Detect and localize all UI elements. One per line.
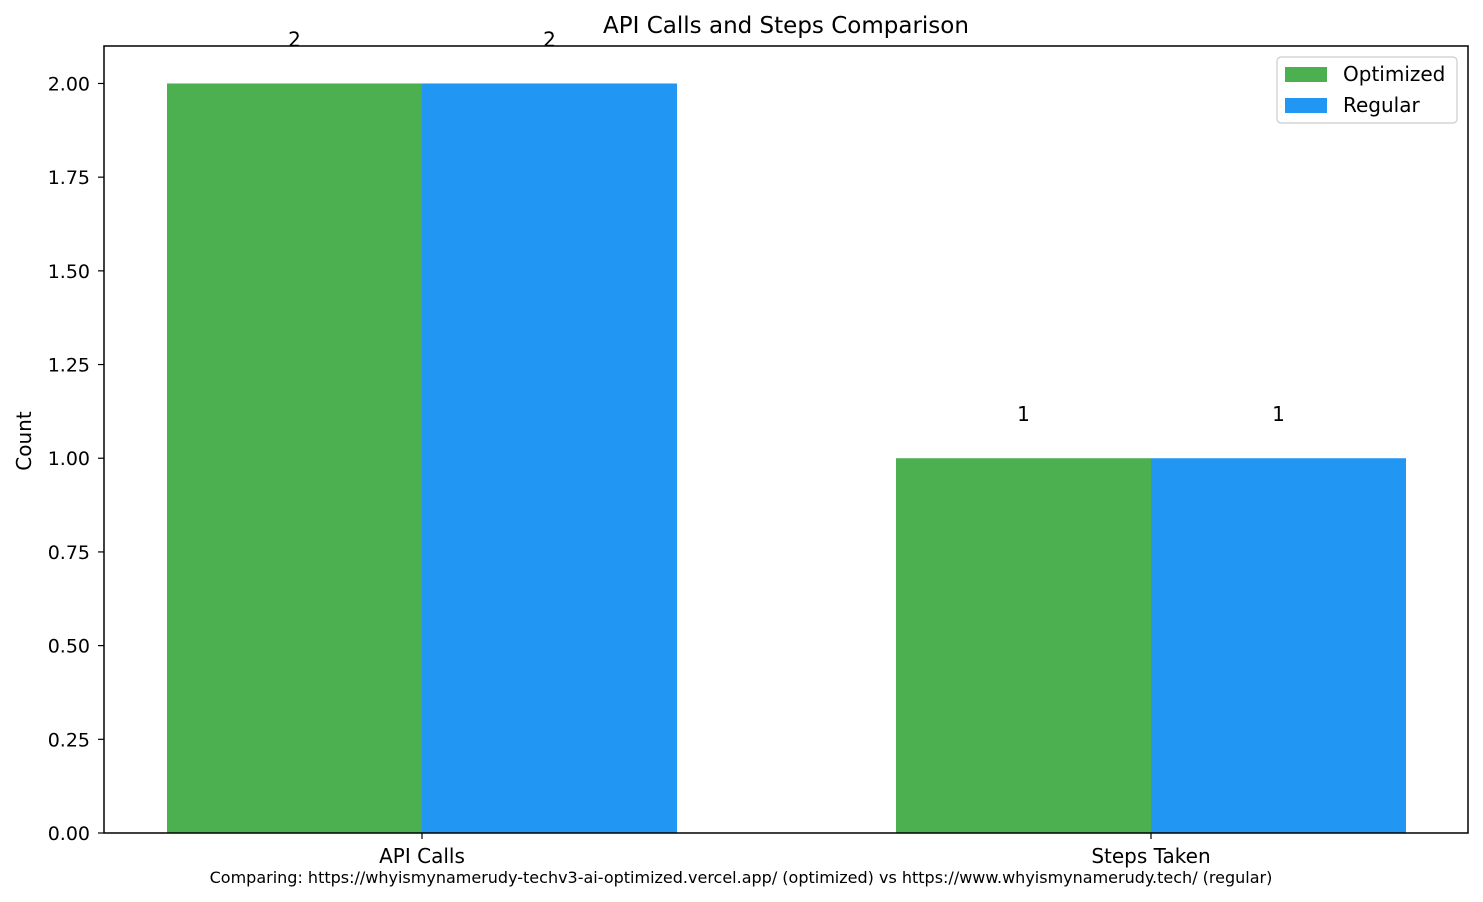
y-tick: 0.00	[48, 823, 104, 845]
y-tick: 0.75	[48, 542, 104, 564]
y-tick-label: 1.00	[48, 448, 90, 470]
y-tick-label: 0.25	[48, 729, 90, 751]
plot-frame	[103, 45, 1469, 834]
x-axis-ticks: API Calls Steps Taken	[379, 833, 1211, 868]
y-tick: 1.00	[48, 448, 104, 470]
y-tick: 1.50	[48, 261, 104, 283]
bars-group	[167, 83, 1406, 833]
y-tick-label: 1.25	[48, 355, 90, 377]
x-tick-label: API Calls	[379, 844, 465, 868]
footnote: Comparing: https://whyismynamerudy-techv…	[210, 868, 1273, 887]
y-tick: 1.75	[48, 167, 104, 189]
legend-label: Regular	[1343, 93, 1420, 117]
x-tick-label: Steps Taken	[1091, 844, 1210, 868]
y-tick-label: 0.75	[48, 542, 90, 564]
bar-regular-1	[422, 83, 677, 833]
bar-regular-2	[1151, 458, 1406, 833]
y-tick-label: 0.00	[48, 823, 90, 845]
bar-value-label: 1	[1272, 402, 1285, 426]
bar-value-label: 2	[288, 27, 301, 51]
legend-swatch	[1285, 98, 1327, 113]
legend-item-optimized: Optimized	[1285, 62, 1445, 86]
legend-swatch	[1285, 67, 1327, 82]
y-tick: 1.25	[48, 355, 104, 377]
y-tick: 0.50	[48, 636, 104, 658]
y-tick-label: 0.50	[48, 636, 90, 658]
y-tick-label: 1.75	[48, 167, 90, 189]
y-tick: 2.00	[48, 73, 104, 95]
y-tick-label: 1.50	[48, 261, 90, 283]
legend: Optimized Regular	[1276, 56, 1458, 124]
bar-optimized-2	[896, 458, 1151, 833]
x-tick: Steps Taken	[1091, 833, 1211, 868]
y-axis-label: Count	[12, 411, 36, 471]
y-tick-label: 2.00	[48, 73, 90, 95]
y-axis-ticks: 0.00 0.25 0.50 0.75 1.00 1.25 1.50 1.75 2.00	[48, 73, 104, 845]
x-tick: API Calls	[379, 833, 465, 868]
y-tick: 0.25	[48, 729, 104, 751]
legend-label: Optimized	[1343, 62, 1445, 86]
bar-optimized-1	[167, 83, 422, 833]
bar-value-label: 2	[543, 27, 556, 51]
legend-item-regular: Regular	[1285, 93, 1420, 117]
chart-title: API Calls and Steps Comparison	[603, 13, 969, 39]
bar-value-label: 1	[1017, 402, 1030, 426]
